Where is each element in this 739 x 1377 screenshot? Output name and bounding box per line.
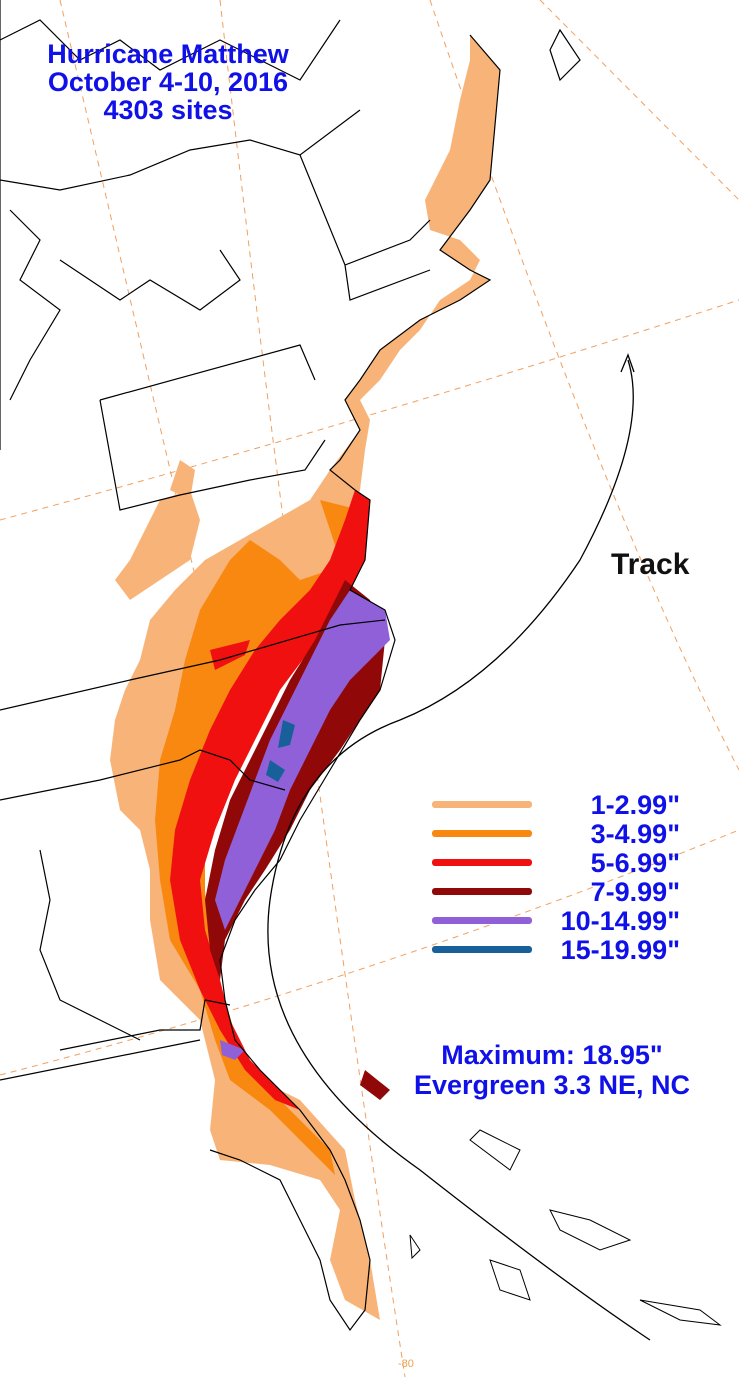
rainfall-15-20 <box>266 720 295 782</box>
title-line-2: October 4-10, 2016 <box>47 67 289 97</box>
legend-swatch <box>432 801 532 808</box>
legend-swatch <box>432 888 532 895</box>
legend-label: 5-6.99" <box>590 848 680 878</box>
legend-item: 5-6.99" <box>430 848 730 878</box>
maximum-annotation: Maximum: 18.95" Evergreen 3.3 NE, NC <box>372 1040 732 1100</box>
legend-item: 3-4.99" <box>430 819 730 849</box>
track-label: Track <box>611 548 690 581</box>
longitude-label: -80 <box>398 1358 414 1370</box>
legend-swatch <box>432 830 532 837</box>
legend: 1-2.99" 3-4.99" 5-6.99" 7-9.99" 10-14.99… <box>430 790 730 965</box>
islands <box>409 1129 722 1326</box>
rainfall-5-7 <box>170 490 370 1110</box>
map-title: Hurricane Matthew October 4-10, 2016 430… <box>8 40 328 124</box>
legend-swatch <box>432 859 532 866</box>
legend-item: 7-9.99" <box>430 877 730 907</box>
maximum-value: Maximum: 18.95" <box>441 1040 663 1070</box>
legend-label: 10-14.99" <box>560 906 680 936</box>
rainfall-3-5 <box>155 500 360 1175</box>
title-line-3: 4303 sites <box>103 95 233 125</box>
rainfall-10-15 <box>215 590 390 1060</box>
legend-swatch <box>432 917 532 924</box>
track-arrow-icon <box>620 353 635 373</box>
legend-item: 1-2.99" <box>430 790 730 820</box>
legend-item: 15-19.99" <box>430 935 730 965</box>
maximum-location: Evergreen 3.3 NE, NC <box>413 1070 691 1100</box>
title-line-1: Hurricane Matthew <box>47 39 289 69</box>
hurricane-track <box>267 359 651 1341</box>
legend-swatch <box>432 946 532 953</box>
legend-label: 7-9.99" <box>590 877 680 907</box>
legend-label: 15-19.99" <box>560 935 680 965</box>
legend-item: 10-14.99" <box>430 906 730 936</box>
legend-label: 1-2.99" <box>590 790 680 820</box>
boundaries <box>0 0 581 1332</box>
legend-label: 3-4.99" <box>590 819 680 849</box>
